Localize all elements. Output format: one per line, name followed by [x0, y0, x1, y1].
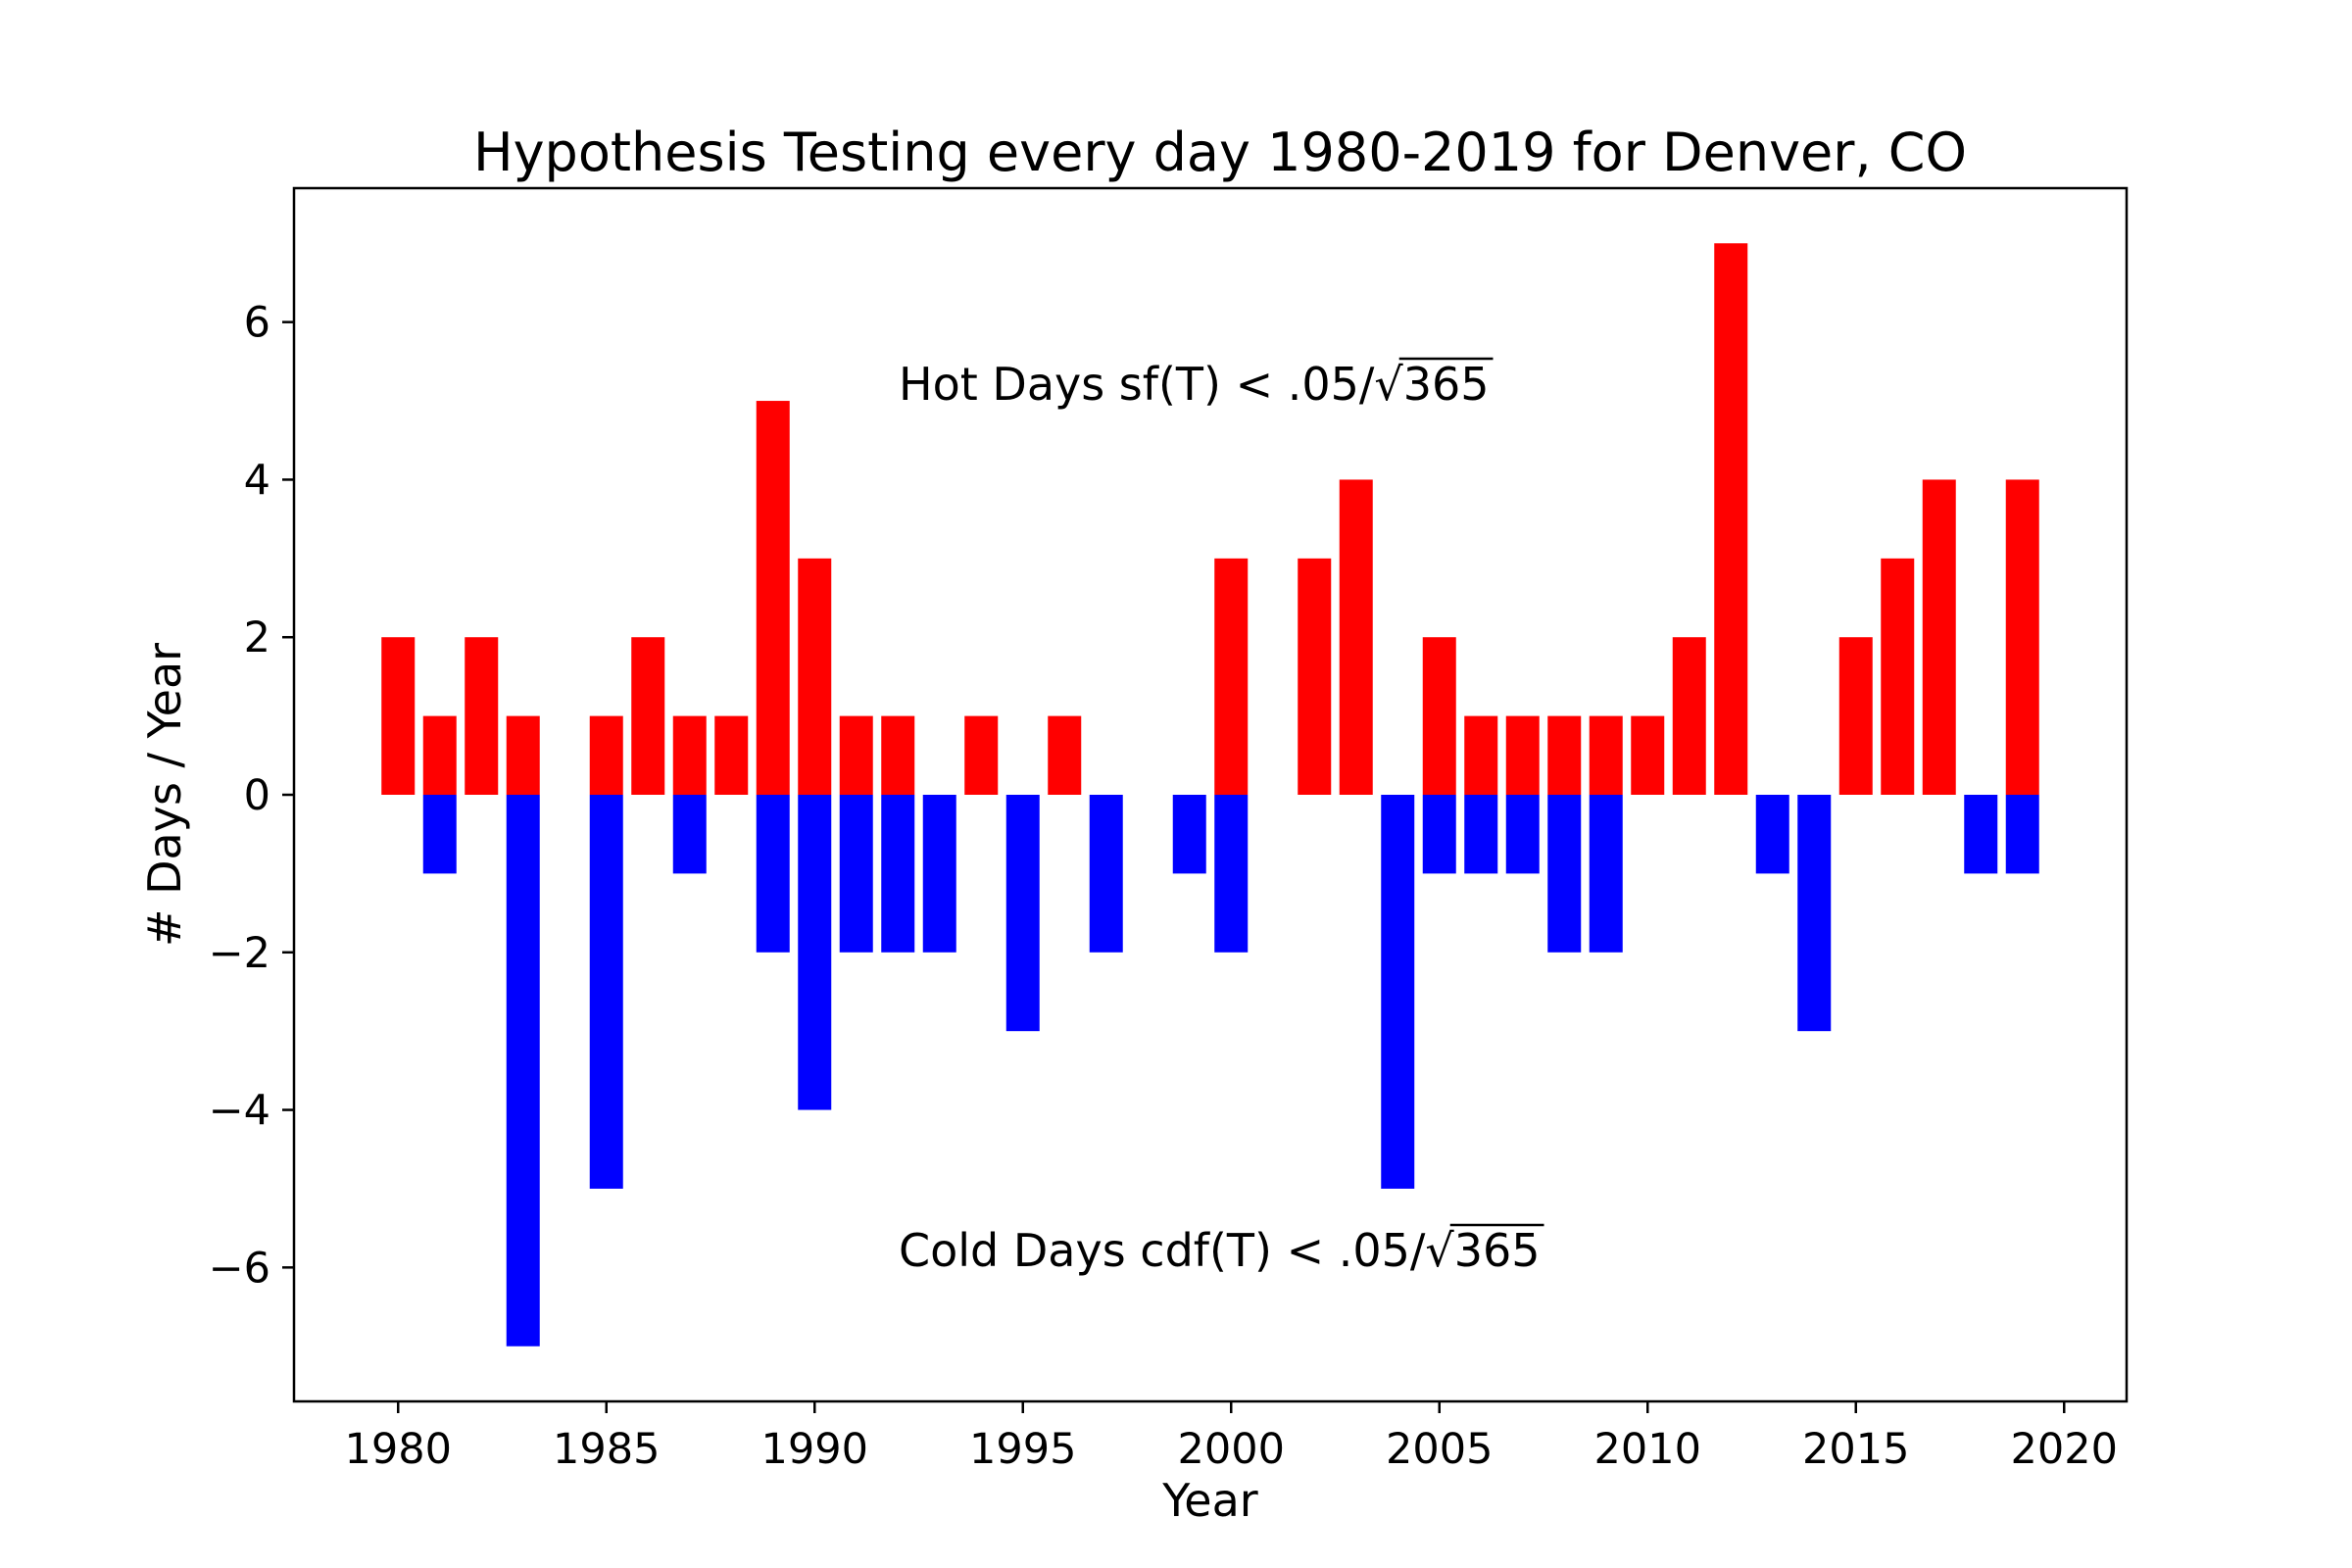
cold-bar-1999 [1172, 795, 1206, 874]
hot-bar-1992 [881, 715, 915, 795]
hot-bar-1980 [381, 637, 416, 795]
x-tick-label: 1980 [345, 1425, 452, 1474]
hot-bar-1983 [506, 715, 540, 795]
cold-bar-1990 [798, 795, 832, 1110]
hot-bar-2005 [1422, 637, 1456, 795]
plot-frame [292, 186, 2129, 1403]
cold-bar-2000 [1214, 795, 1249, 953]
hot-days-annotation: Hot Days sf(T) < .05/√365 [899, 357, 1494, 411]
x-tick-label: 2010 [1594, 1425, 1701, 1474]
y-tick-label: −2 [209, 929, 270, 978]
cold-bar-1989 [756, 795, 790, 953]
cold-days-annotation: Cold Days cdf(T) < .05/√365 [899, 1223, 1544, 1277]
x-tick-label: 1990 [761, 1425, 868, 1474]
hot-bar-2000 [1214, 558, 1249, 795]
y-tick-label: 4 [244, 456, 270, 505]
ticks-layer: 1980 1985 1990 1995 2000 2005 2010 2015 2020 −6 −4… [209, 299, 2118, 1474]
svg-text:Cold Days cdf(T) < .05/√365: Cold Days cdf(T) < .05/√365 [899, 1224, 1541, 1277]
x-axis-label: Year [1161, 1474, 1257, 1527]
cold-bar-2018 [1964, 795, 1998, 874]
hot-annotation-radicand: 365 [1403, 358, 1490, 411]
sqrt-symbol: √ [1374, 358, 1403, 411]
hot-bar-1987 [672, 715, 707, 795]
y-tick-label: 6 [244, 299, 270, 348]
x-tick-label: 2005 [1386, 1425, 1493, 1474]
hot-bar-2010 [1631, 715, 1665, 795]
hot-bar-1986 [631, 637, 665, 795]
hot-bar-1991 [839, 715, 873, 795]
cold-bar-2007 [1505, 795, 1540, 874]
cold-bar-2013 [1755, 795, 1789, 874]
svg-text:Hot Days sf(T) < .05/√365: Hot Days sf(T) < .05/√365 [899, 358, 1490, 411]
y-tick-label: 0 [244, 771, 270, 820]
cold-bar-2005 [1422, 795, 1456, 874]
x-tick-label: 1995 [969, 1425, 1076, 1474]
cold-bar-1987 [672, 795, 707, 874]
cold-annotation-radicand: 365 [1454, 1224, 1541, 1277]
bars-layer [381, 243, 2039, 1347]
hot-bar-2012 [1714, 243, 1748, 795]
cold-bar-2008 [1547, 795, 1582, 953]
hot-bar-1989 [756, 401, 790, 795]
hot-bar-1994 [964, 715, 999, 795]
hot-bar-1982 [465, 637, 499, 795]
cold-bar-2019 [2005, 795, 2039, 874]
cold-bar-1997 [1089, 795, 1123, 953]
y-tick-label: 2 [244, 613, 270, 662]
y-tick-label: −4 [209, 1087, 270, 1136]
hot-bar-2008 [1547, 715, 1582, 795]
hot-bar-2007 [1505, 715, 1540, 795]
cold-bar-1981 [422, 795, 457, 874]
hot-bar-2015 [1838, 637, 1873, 795]
cold-bar-1983 [506, 795, 540, 1347]
cold-bar-1992 [881, 795, 915, 953]
cold-bar-1991 [839, 795, 873, 953]
cold-bar-2009 [1589, 795, 1623, 953]
sqrt-symbol: √ [1425, 1224, 1454, 1277]
hot-bar-1981 [422, 715, 457, 795]
x-tick-label: 2020 [2011, 1425, 2118, 1474]
hot-bar-2019 [2005, 479, 2039, 795]
hot-bar-1990 [798, 558, 832, 795]
chart-title: Hypothesis Testing every day 1980-2019 f… [473, 122, 1967, 183]
hot-bar-2009 [1589, 715, 1623, 795]
hot-annotation-text: Hot Days sf(T) < .05/ [899, 358, 1375, 411]
cold-bar-2006 [1464, 795, 1498, 874]
x-tick-label: 2000 [1178, 1425, 1285, 1474]
cold-bar-2014 [1797, 795, 1832, 1032]
cold-annotation-text: Cold Days cdf(T) < .05/ [899, 1224, 1426, 1277]
x-tick-label: 1985 [553, 1425, 660, 1474]
cold-bar-1995 [1005, 795, 1040, 1032]
cold-bar-1993 [922, 795, 956, 953]
cold-bar-2004 [1381, 795, 1415, 1189]
hot-bar-1985 [589, 715, 623, 795]
cold-bar-1985 [589, 795, 623, 1189]
y-axis-label: # Days / Year [138, 643, 191, 947]
x-tick-label: 2015 [1802, 1425, 1909, 1474]
hot-bar-2017 [1922, 479, 1956, 795]
hot-bar-2003 [1339, 479, 1373, 795]
hot-bar-2002 [1298, 558, 1332, 795]
hot-bar-2011 [1672, 637, 1706, 795]
hot-bar-2006 [1464, 715, 1498, 795]
hot-bar-1988 [714, 715, 749, 795]
hot-bar-2016 [1881, 558, 1915, 795]
hot-bar-1996 [1048, 715, 1082, 795]
y-tick-label: −6 [209, 1244, 270, 1293]
